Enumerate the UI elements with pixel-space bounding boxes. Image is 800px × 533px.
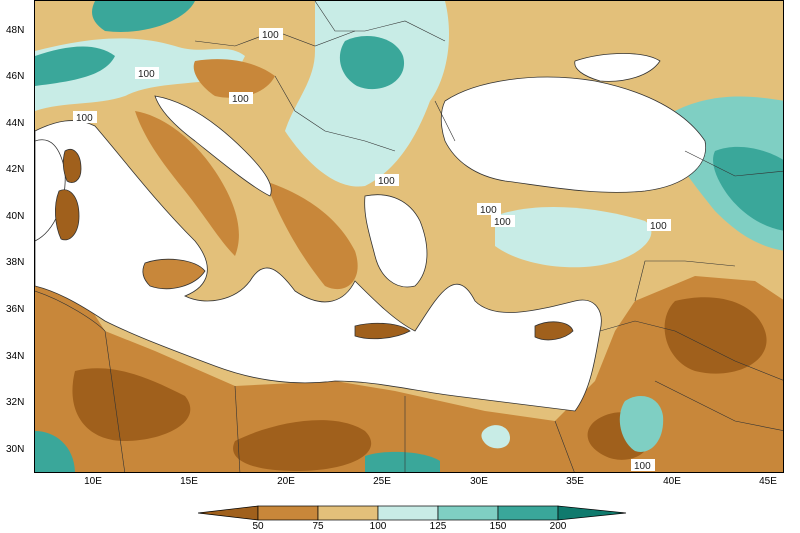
colorbar-segment-2	[318, 506, 378, 520]
colorbar-tick-label: 125	[423, 521, 453, 532]
lat-label: 32N	[6, 397, 32, 408]
colorbar-segment-0	[198, 506, 258, 520]
colorbar-tick-label: 75	[303, 521, 333, 532]
lat-label: 40N	[6, 211, 32, 222]
contour-label: 100	[232, 94, 249, 105]
contour-label: 100	[480, 205, 497, 216]
colorbar-segment-5	[498, 506, 558, 520]
contour-label: 100	[378, 176, 395, 187]
lat-label: 44N	[6, 118, 32, 129]
contour-label: 100	[76, 113, 93, 124]
colorbar-tick-label: 100	[363, 521, 393, 532]
lon-label: 40E	[652, 476, 692, 487]
lon-label: 20E	[266, 476, 306, 487]
colorbar-segment-1	[258, 506, 318, 520]
lat-label: 46N	[6, 71, 32, 82]
lat-label: 48N	[6, 25, 32, 36]
colorbar-tick-label: 200	[543, 521, 573, 532]
lon-label: 35E	[555, 476, 595, 487]
lon-label: 15E	[169, 476, 209, 487]
map-panel: 100 100 100 100 100 100 100 100 100	[34, 0, 784, 473]
contour-label: 100	[138, 69, 155, 80]
colorbar-segment-3	[378, 506, 438, 520]
lat-label: 36N	[6, 304, 32, 315]
contour-label: 100	[262, 30, 279, 41]
lat-label: 30N	[6, 444, 32, 455]
lon-label: 10E	[73, 476, 113, 487]
lat-label: 38N	[6, 257, 32, 268]
colorbar-segment-4	[438, 506, 498, 520]
lon-label: 30E	[459, 476, 499, 487]
lon-label: 25E	[362, 476, 402, 487]
colorbar-segment-6	[558, 506, 626, 520]
lat-label: 42N	[6, 164, 32, 175]
contour-label: 100	[650, 221, 667, 232]
colorbar-tick-label: 150	[483, 521, 513, 532]
contour-label: 100	[634, 461, 651, 472]
colorbar-tick-label: 50	[243, 521, 273, 532]
anomaly-map: 100 100 100 100 100 100 100 100 100	[35, 1, 784, 473]
colorbar	[198, 505, 628, 521]
lon-label: 45E	[748, 476, 788, 487]
lat-label: 34N	[6, 351, 32, 362]
contour-label: 100	[494, 217, 511, 228]
